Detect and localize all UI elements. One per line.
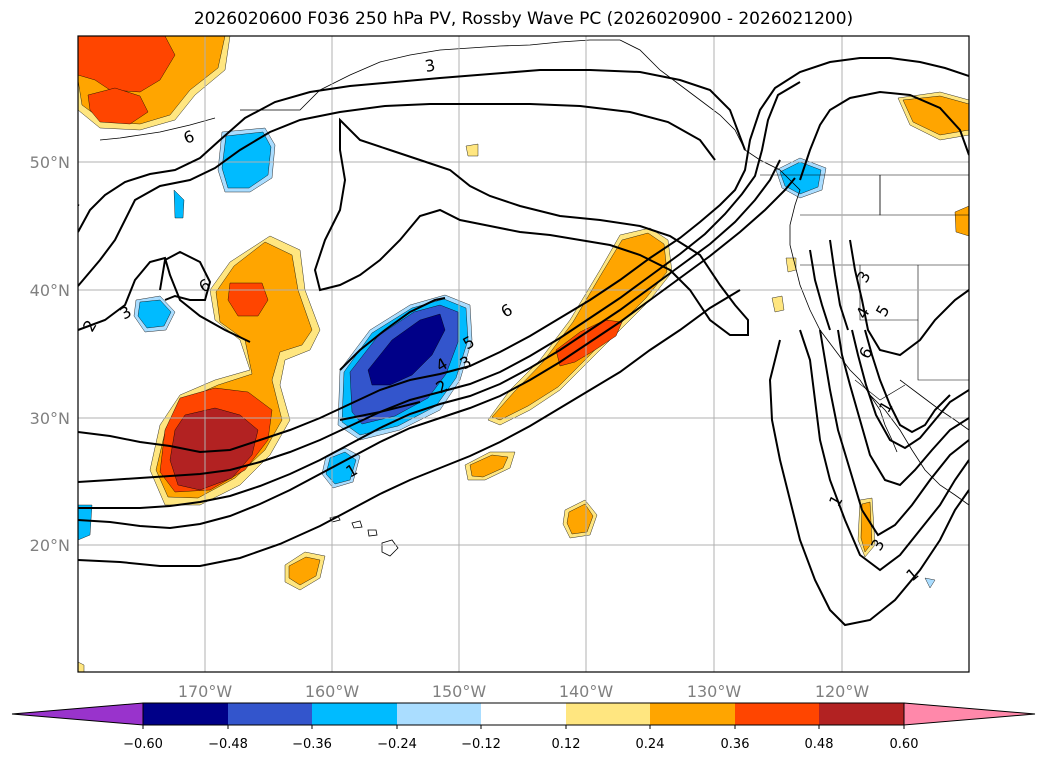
colorbar-tick-label: −0.48	[208, 737, 248, 752]
gridlines	[78, 36, 969, 672]
colorbar-tick-label: 0.36	[721, 737, 750, 752]
colorbar-ticks	[142, 725, 905, 729]
colorbar-segment	[566, 703, 650, 725]
lon-label: 160°W	[305, 682, 360, 701]
map-border	[77, 35, 970, 673]
political-borders	[760, 174, 969, 401]
colorbar-tick-label: 0.24	[636, 737, 665, 752]
lon-label: 150°W	[432, 682, 487, 701]
pv-contours	[78, 57, 969, 627]
colorbar-tick-label: −0.36	[292, 737, 332, 752]
positive-anomaly-fills	[78, 36, 969, 672]
lon-label: 170°W	[178, 682, 233, 701]
map-plot-area: 6 6 4 3 2 3 6 5 4 3 2 1 6 5 4 3 1 1 3 1	[63, 36, 969, 672]
contour-label: 4	[63, 199, 83, 212]
lon-label: 140°W	[559, 682, 614, 701]
contour-label: 3	[423, 55, 436, 75]
lat-label: 30°N	[30, 409, 70, 428]
colorbar-segment	[397, 703, 481, 725]
colorbar-min-arrow	[11, 702, 144, 726]
negative-anomaly-fills	[78, 127, 936, 589]
lon-label: 120°W	[815, 682, 870, 701]
longitude-labels: 170°W 160°W 150°W 140°W 130°W 120°W	[178, 682, 870, 701]
lat-label: 40°N	[30, 281, 70, 300]
lat-label: 50°N	[30, 153, 70, 172]
colorbar-tick-label: −0.24	[377, 737, 417, 752]
colorbar-segment	[819, 703, 904, 725]
lat-label: 20°N	[30, 536, 70, 555]
colorbar-tick-label: 0.12	[552, 737, 581, 752]
lon-label: 130°W	[687, 682, 742, 701]
colorbar-segment	[650, 703, 735, 725]
colorbar-tick-label: −0.12	[461, 737, 501, 752]
colorbar-segment	[143, 703, 228, 725]
colorbar-tick-label: 0.48	[805, 737, 834, 752]
colorbar-segment	[735, 703, 819, 725]
map-title: 2026020600 F036 250 hPa PV, Rossby Wave …	[193, 9, 854, 29]
colorbar-tick-label: −0.60	[123, 737, 163, 752]
colorbar-tick-label: 0.60	[890, 737, 919, 752]
colorbar-segment	[312, 703, 397, 725]
latitude-labels: 50°N 40°N 30°N 20°N	[30, 153, 70, 555]
colorbar: −0.60 −0.48 −0.36 −0.24 −0.12 0.12 0.24 …	[11, 702, 1036, 752]
colorbar-segment	[228, 703, 312, 725]
colorbar-segment	[481, 703, 566, 725]
colorbar-max-arrow	[903, 702, 1036, 726]
